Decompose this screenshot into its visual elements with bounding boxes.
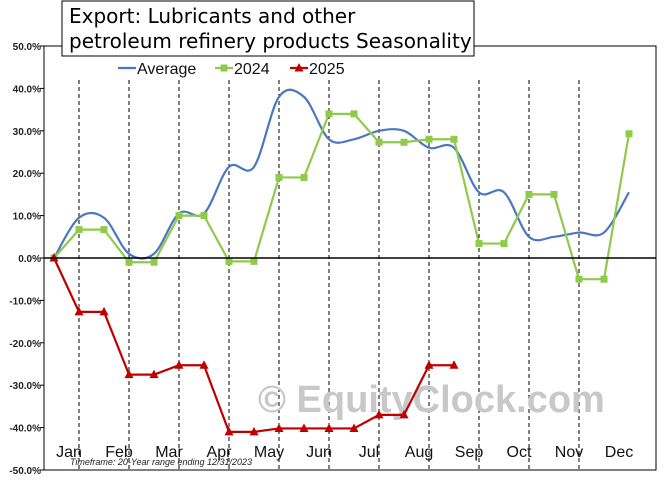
x-tick-label: Jun — [306, 444, 332, 461]
y-tick-label: 50.0% — [13, 42, 41, 53]
series-point-2024 — [150, 258, 158, 266]
x-axis-ticks: Jan Feb Mar Apr May Jun Jul Aug Sep Oct Nov Dec — [56, 444, 633, 461]
series-point-2025 — [424, 360, 434, 369]
series-point-2024 — [425, 135, 433, 143]
series-point-2024 — [300, 173, 308, 181]
y-tick-label: -40.0% — [9, 424, 41, 435]
series-point-2024 — [525, 190, 533, 198]
series-point-2024 — [500, 240, 508, 248]
series-point-2024 — [475, 240, 483, 248]
series-point-2025 — [174, 360, 184, 369]
series-point-2024 — [325, 110, 333, 118]
legend-label-2024: 2024 — [234, 61, 270, 78]
y-tick-label: -20.0% — [9, 339, 41, 350]
series-point-2024 — [275, 173, 283, 181]
series-point-2024 — [625, 130, 633, 138]
y-tick-label: -10.0% — [9, 296, 41, 307]
x-tick-label: Jul — [359, 444, 379, 461]
series-point-2025 — [299, 423, 309, 432]
y-axis-ticks: 50.0% 40.0% 30.0% 20.0% 10.0% 0.0% -10.0% -20.0… — [9, 42, 44, 477]
series-point-2024 — [350, 110, 358, 118]
series-point-2024 — [375, 138, 383, 146]
series-point-2025 — [374, 409, 384, 419]
y-tick-label: 20.0% — [13, 169, 41, 180]
footnote: Timeframe: 20-Year range ending 12/31/20… — [70, 457, 252, 467]
series-point-2024 — [125, 258, 133, 266]
x-tick-label: Aug — [405, 444, 433, 461]
series-line-2024 — [53, 112, 631, 281]
x-tick-label: Apr — [207, 444, 233, 461]
watermark: © EquityClock.com — [258, 379, 605, 421]
series-point-2024 — [450, 135, 458, 143]
chart-title-line-1: Export: Lubricants and other — [69, 4, 356, 28]
legend-marker-2024 — [220, 64, 228, 72]
series-point-2024 — [200, 212, 208, 220]
series-point-2025 — [324, 423, 334, 432]
series-point-2024 — [75, 226, 83, 234]
y-tick-label: -30.0% — [9, 381, 41, 392]
x-tick-label: May — [254, 444, 284, 461]
title-box — [61, 0, 475, 57]
series-point-2024 — [175, 212, 183, 220]
x-tick-label: Dec — [605, 444, 633, 461]
series-point-2024 — [100, 226, 108, 234]
series-point-2024 — [250, 257, 258, 265]
legend: Average 2024 2025 — [118, 61, 345, 78]
x-tick-label: Sep — [455, 444, 484, 461]
y-tick-label: 10.0% — [13, 212, 41, 223]
series-point-2025 — [249, 426, 259, 436]
series-point-2025 — [124, 369, 134, 379]
series-point-2024 — [225, 257, 233, 265]
chart-title-line-2: petroleum refinery products Seasonality — [69, 29, 472, 53]
series-point-2025 — [74, 306, 84, 316]
legend-label-2025: 2025 — [309, 61, 345, 78]
x-tick-label: Jan — [56, 444, 82, 461]
series-line-average — [53, 88, 630, 260]
x-tick-label: Nov — [555, 444, 583, 461]
series-point-2025 — [349, 423, 359, 432]
series-point-2025 — [199, 360, 209, 369]
x-tick-label: Oct — [507, 444, 532, 461]
series-point-2024 — [575, 275, 583, 283]
legend-label-average: Average — [137, 61, 196, 78]
y-tick-label: 0.0% — [18, 254, 41, 265]
series-point-2024 — [550, 190, 558, 198]
x-tick-label: Mar — [155, 444, 183, 461]
series-point-2025 — [99, 306, 109, 316]
y-tick-label: -50.0% — [9, 466, 41, 477]
series-point-2025 — [449, 360, 459, 369]
x-tick-label: Feb — [105, 444, 133, 461]
series-point-2024 — [400, 138, 408, 146]
series-point-2024 — [600, 275, 608, 283]
y-tick-label: 30.0% — [13, 127, 41, 138]
series-point-2025 — [274, 423, 284, 432]
series-point-2025 — [149, 369, 159, 379]
series-point-2025 — [399, 409, 409, 419]
y-tick-label: 40.0% — [13, 84, 41, 95]
legend-marker-2025 — [294, 63, 304, 72]
series-point-2025 — [224, 426, 234, 436]
